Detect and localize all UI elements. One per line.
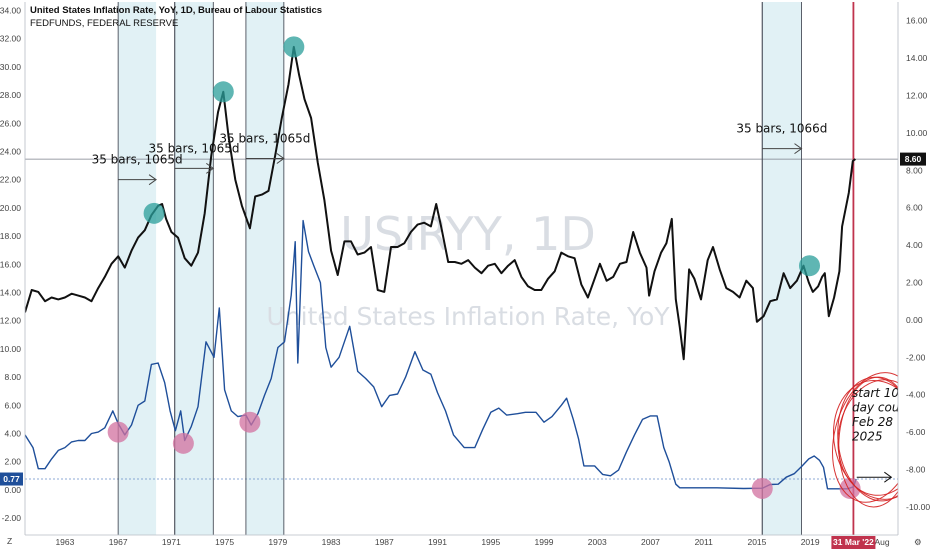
left-tick-14: 6.00 [4, 400, 21, 410]
note-text-line-2: Feb 28 [852, 415, 893, 429]
x-tick-9: 1999 [535, 537, 554, 547]
right-tick-2: 12.00 [906, 91, 928, 101]
note-arrowhead [884, 471, 893, 483]
right-tick-7: 2.00 [906, 278, 923, 288]
inflation-value-bg [900, 152, 926, 166]
right-tick-1: 14.00 [906, 53, 928, 63]
header-series-title: United States Inflation Rate, YoY, 1D, B… [30, 5, 322, 16]
x-tick-13: 2015 [747, 537, 766, 547]
left-tick-6: 22.00 [0, 175, 21, 185]
bottom-axis-bg [0, 535, 932, 550]
trough-marker-2 [239, 411, 261, 433]
right-tick-8: 0.00 [906, 315, 923, 325]
measure-arrow-2 [276, 153, 285, 164]
circle-markers [107, 36, 861, 499]
trough-marker-4 [839, 477, 861, 499]
right-tick-0: 16.00 [906, 16, 928, 26]
peak-marker-0 [143, 202, 165, 224]
settings-icon[interactable]: ⚙ [914, 537, 922, 547]
highlight-band-1 [174, 2, 214, 535]
fedfunds-value-label: 0.77 [3, 474, 20, 484]
x-tick-3: 1975 [215, 537, 234, 547]
zoom-icon[interactable]: Z [7, 536, 12, 546]
left-tick-13: 8.00 [4, 372, 21, 382]
x-tick-1: 1967 [109, 537, 128, 547]
fedfunds-value-bg [0, 472, 23, 486]
left-tick-16: 2.00 [4, 457, 21, 467]
highlight-band-2 [245, 2, 284, 535]
x-tick-7: 1991 [428, 537, 447, 547]
left-tick-9: 16.00 [0, 259, 21, 269]
x-tick-4: 1979 [268, 537, 287, 547]
highlight-band-0 [118, 2, 157, 535]
left-tick-12: 10.00 [0, 344, 21, 354]
grid-lines [25, 158, 898, 480]
left-axis-bg [0, 0, 25, 550]
measure-arrow-3 [794, 143, 803, 155]
inflation-value-label: 8.60 [905, 154, 922, 164]
right-tick-12: -8.00 [906, 465, 926, 475]
left-tick-7: 20.00 [0, 203, 21, 213]
left-tick-5: 24.00 [0, 146, 21, 156]
trough-marker-3 [751, 477, 773, 499]
left-tick-10: 14.00 [0, 287, 21, 297]
right-tick-11: -6.00 [906, 427, 926, 437]
left-tick-2: 30.00 [0, 62, 21, 72]
right-tick-10: -4.00 [906, 390, 926, 400]
header-fedfunds-title: FEDFUNDS, FEDERAL RESERVE [30, 18, 178, 29]
watermark-symbol: USIRYY, 1D [340, 207, 596, 261]
left-tick-17: 0.00 [4, 485, 21, 495]
highlight-bands [118, 2, 802, 535]
x-tick-5: 1983 [322, 537, 341, 547]
x-tick-11: 2007 [641, 537, 660, 547]
inflation-line [24, 45, 856, 361]
left-tick-4: 26.00 [0, 118, 21, 128]
trough-marker-0 [107, 421, 129, 443]
fedfunds-line [24, 219, 857, 490]
left-tick-18: -2.00 [2, 513, 22, 523]
date-highlight-label: 31 Mar '22 [833, 537, 874, 547]
measure-label-1: 35 bars, 1065d [148, 141, 239, 155]
x-tick-2: 1971 [162, 537, 181, 547]
x-tick-0: 1963 [55, 537, 74, 547]
trough-marker-1 [172, 432, 194, 454]
left-tick-1: 32.00 [0, 34, 21, 44]
x-tick-8: 1995 [481, 537, 500, 547]
measure-arrow-0 [148, 174, 157, 186]
measure-arrow-1 [206, 162, 215, 174]
x-tick-14: 2019 [801, 537, 820, 547]
x-tick-6: 1987 [375, 537, 394, 547]
x-tick-15: Aug [874, 537, 889, 547]
left-tick-8: 18.00 [0, 231, 21, 241]
highlight-band-3 [762, 2, 802, 535]
right-tick-6: 4.00 [906, 240, 923, 250]
left-tick-0: 34.00 [0, 5, 21, 15]
right-tick-3: 10.00 [906, 128, 928, 138]
peak-marker-1 [212, 81, 234, 103]
right-axis-bg [898, 0, 932, 550]
right-tick-4: 8.00 [906, 165, 923, 175]
x-tick-12: 2011 [695, 537, 714, 547]
left-tick-3: 28.00 [0, 90, 21, 100]
data-series [24, 45, 857, 490]
right-tick-5: 6.00 [906, 203, 923, 213]
note-text-line-3: 2025 [852, 430, 883, 444]
measure-label-2: 35 bars, 1065d [219, 132, 310, 146]
measure-label-3: 35 bars, 1066d [736, 122, 827, 136]
watermark-name: United States Inflation Rate, YoY [266, 302, 670, 331]
left-tick-11: 12.00 [0, 316, 21, 326]
date-highlight-bg [831, 536, 876, 549]
right-tick-13: -10.00 [906, 502, 930, 512]
peak-marker-2 [283, 36, 305, 58]
right-tick-9: -2.00 [906, 352, 926, 362]
x-tick-10: 2003 [588, 537, 607, 547]
peak-marker-3 [799, 255, 821, 277]
measure-label-0: 35 bars, 1065d [92, 153, 183, 167]
left-tick-15: 4.00 [4, 428, 21, 438]
